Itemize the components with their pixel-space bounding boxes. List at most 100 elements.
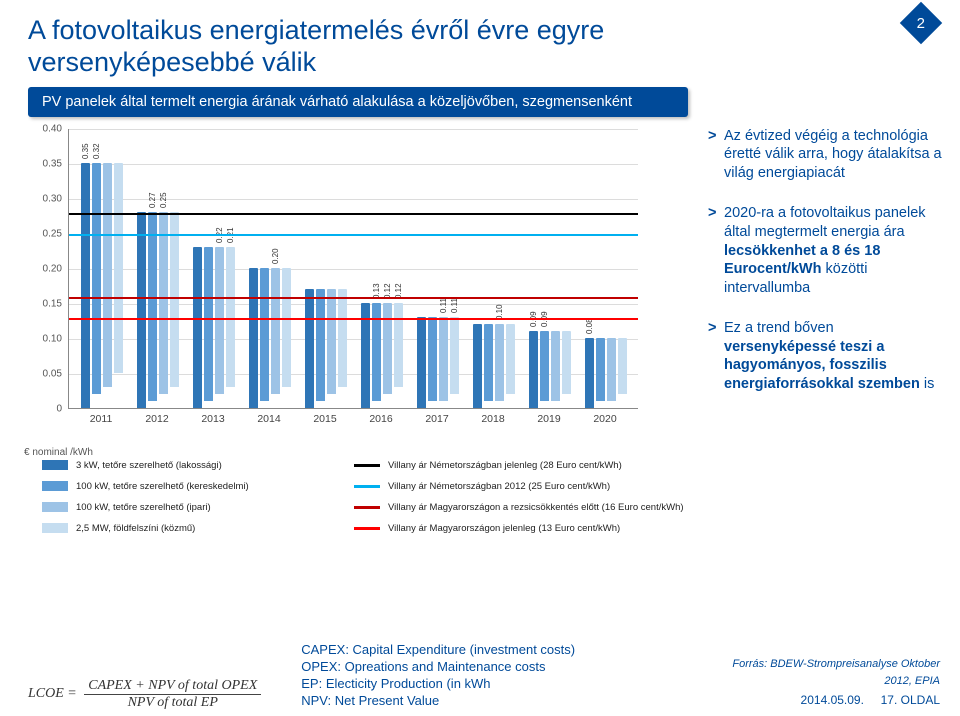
side-bullet: Ez a trend bőven versenyképessé teszi a … — [708, 319, 948, 393]
reference-line — [69, 297, 638, 299]
bar — [249, 268, 258, 408]
legend-swatch — [42, 502, 68, 512]
source-date: 2014.05.09. — [801, 693, 864, 707]
formula-numerator: CAPEX + NPV of total OPEX — [84, 678, 261, 694]
definitions: CAPEX: Capital Expenditure (investment c… — [301, 642, 670, 710]
side-bullet: Az évtized végéig a technológia éretté v… — [708, 127, 948, 183]
reference-line — [69, 234, 638, 236]
bar — [551, 331, 560, 401]
legend-swatch — [42, 523, 68, 533]
bar: 0.09 — [529, 331, 538, 408]
side-bullet-list: Az évtized végéig a technológia éretté v… — [708, 127, 948, 394]
page-title: A fotovoltaikus energiatermelés évről év… — [28, 14, 672, 79]
bar — [506, 324, 515, 394]
bar-value-label: 0.22 — [215, 241, 224, 243]
legend-item-line: Villany ár Magyarországon a rezsicsökken… — [354, 502, 694, 513]
y-tick-label: 0.30 — [28, 193, 62, 204]
bar: 0.11 — [439, 317, 448, 401]
reference-line — [69, 318, 638, 320]
bar-value-label: 0.27 — [148, 206, 157, 208]
legend-item-bar: 2,5 MW, földfelszíni (közmű) — [42, 523, 342, 534]
definition-line: OPEX: Opreations and Maintenance costs — [301, 659, 670, 676]
legend-item-line: Villany ár Németországban 2012 (25 Euro … — [354, 481, 694, 492]
legend-label: Villany ár Németországban jelenleg (28 E… — [388, 460, 622, 471]
definition-line: EP: Electicity Production (in kWh — [301, 676, 670, 693]
legend-label: 3 kW, tetőre szerelhető (lakossági) — [76, 460, 222, 471]
definition-line: CAPEX: Capital Expenditure (investment c… — [301, 642, 670, 659]
bar-group: 0.220.21 — [191, 247, 237, 408]
bar-value-label: 0.20 — [271, 262, 280, 264]
bar-value-label: 0.09 — [529, 325, 538, 327]
bar-value-label: 0.11 — [450, 311, 459, 313]
bar: 0.08 — [585, 338, 594, 408]
bar — [607, 338, 616, 401]
bar — [305, 289, 314, 408]
legend-label: 100 kW, tetőre szerelhető (ipari) — [76, 502, 211, 513]
bar — [204, 247, 213, 401]
chart-legend: 3 kW, tetőre szerelhető (lakossági) Villa… — [28, 444, 694, 534]
formula-denominator: NPV of total EP — [84, 695, 261, 710]
x-tick-label: 2012 — [134, 413, 180, 425]
legend-item-line: Villany ár Németországban jelenleg (28 E… — [354, 460, 694, 471]
bar — [484, 324, 493, 401]
legend-swatch — [354, 506, 380, 509]
legend-label: Villany ár Magyarországon jelenleg (13 E… — [388, 523, 620, 534]
bar: 0.11 — [450, 317, 459, 394]
bar: 0.09 — [540, 331, 549, 401]
bar — [193, 247, 202, 408]
bar-group: 0.270.25 — [135, 212, 181, 408]
legend-swatch — [42, 481, 68, 491]
legend-label: Villany ár Magyarországon a rezsicsökken… — [388, 502, 684, 513]
legend-swatch — [354, 527, 380, 530]
page-number: 2 — [917, 15, 925, 32]
legend-item-bar: 100 kW, tetőre szerelhető (kereskedelmi) — [42, 481, 342, 492]
side-bullet: 2020-ra a fotovoltaikus panelek által me… — [708, 204, 948, 297]
bar — [618, 338, 627, 394]
legend-swatch — [354, 485, 380, 488]
y-tick-label: 0.10 — [28, 333, 62, 344]
bar: 0.20 — [271, 268, 280, 394]
bar — [170, 212, 179, 387]
bar: 0.25 — [159, 212, 168, 394]
bar-value-label: 0.08 — [585, 332, 594, 334]
source-text: Forrás: BDEW-Strompreisanalyse Oktober 2… — [710, 656, 940, 691]
y-tick-label: 0.35 — [28, 158, 62, 169]
bar: 0.27 — [148, 212, 157, 401]
page-number-badge: 2 — [900, 2, 942, 44]
bar-group: 0.08 — [583, 338, 629, 408]
x-tick-label: 2015 — [302, 413, 348, 425]
bar: 0.22 — [215, 247, 224, 394]
y-tick-label: 0.40 — [28, 123, 62, 134]
reference-line — [69, 213, 638, 215]
y-tick-label: 0.25 — [28, 228, 62, 239]
legend-item-bar: 3 kW, tetőre szerelhető (lakossági) — [42, 460, 342, 471]
bar-value-label: 0.32 — [92, 157, 101, 159]
x-tick-label: 2020 — [582, 413, 628, 425]
x-tick-label: 2013 — [190, 413, 236, 425]
bar-group: 0.20 — [247, 268, 293, 408]
bar — [473, 324, 482, 408]
bar-group: 0.110.11 — [415, 317, 461, 408]
gridline — [69, 164, 638, 165]
bar-value-label: 0.09 — [540, 325, 549, 327]
y-tick-label: 0.20 — [28, 263, 62, 274]
bar: 0.35 — [81, 163, 90, 408]
bar — [428, 317, 437, 401]
bar — [103, 163, 112, 387]
bar-group: 0.090.09 — [527, 331, 573, 408]
y-tick-label: 0.15 — [28, 298, 62, 309]
bar — [562, 331, 571, 394]
bar-group: 0.10 — [471, 324, 517, 408]
source-page: 17. OLDAL — [881, 693, 940, 707]
bar — [327, 289, 336, 394]
legend-item-bar: 100 kW, tetőre szerelhető (ipari) — [42, 502, 342, 513]
bar — [137, 212, 146, 408]
gridline — [69, 129, 638, 130]
bar — [596, 338, 605, 401]
bar-value-label: 0.11 — [439, 311, 448, 313]
legend-label: 100 kW, tetőre szerelhető (kereskedelmi) — [76, 481, 249, 492]
bar — [282, 268, 291, 387]
bar-value-label: 0.35 — [81, 157, 90, 159]
x-tick-label: 2018 — [470, 413, 516, 425]
definition-line: NPV: Net Present Value — [301, 693, 670, 710]
